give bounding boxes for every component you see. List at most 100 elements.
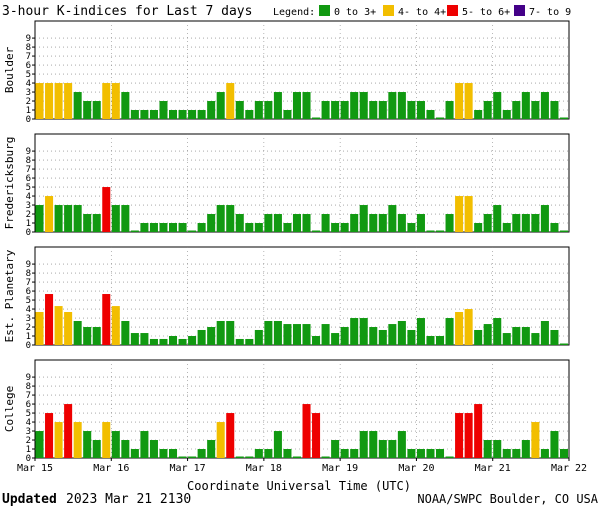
k-index-bar [45,196,54,232]
x-tick-label: Mar 20 [398,463,434,474]
k-index-bar [216,320,225,345]
k-index-bar [216,422,225,458]
k-index-bar [178,456,187,458]
k-index-bar [226,205,235,232]
k-index-bar [159,449,168,458]
y-tick-label: 6 [26,174,31,184]
k-index-bar [483,101,492,119]
k-index-bar [302,404,311,458]
y-tick-label: 7 [26,52,31,62]
k-index-bar [378,214,387,232]
k-index-bar [521,214,530,232]
k-index-bar [397,320,406,345]
y-tick-label: 2 [26,210,31,220]
k-index-bar [350,318,359,345]
k-index-bar [102,294,111,345]
y-tick-label: 6 [26,400,31,410]
k-index-bar [216,205,225,232]
k-index-bar [445,318,454,345]
k-index-bar [559,449,568,458]
panel-ylabel: Boulder [3,46,16,93]
x-tick-label: Mar 18 [246,463,282,474]
k-index-bar [407,329,416,345]
k-index-bar [388,440,397,458]
k-index-bar [64,83,73,119]
y-tick-label: 2 [26,436,31,446]
k-index-bar [111,431,120,458]
k-index-bar [35,205,44,232]
y-tick-label: 7 [26,165,31,175]
k-index-bar [397,431,406,458]
k-index-bar [540,320,549,345]
k-index-bar [550,329,559,345]
k-index-bar [35,312,44,345]
y-tick-label: 3 [26,88,31,98]
k-index-bar [397,214,406,232]
legend-entry-1: 0 to 3+ [334,7,376,18]
legend-entry-4: 7- to 9 [529,7,571,18]
panel-frame [34,133,570,233]
k-index-bar [254,329,263,345]
k-index-bar [350,92,359,119]
k-index-bar [73,92,82,119]
k-index-bar [130,449,139,458]
k-index-bar [378,101,387,119]
y-tick-label: 8 [26,43,31,53]
k-index-bar [169,110,178,119]
k-index-bar [331,101,340,119]
k-index-bar [283,223,292,232]
k-index-bar [436,449,445,458]
k-index-bar [359,92,368,119]
k-index-bar [188,230,197,232]
k-index-bar [83,101,92,119]
k-index-bar [445,214,454,232]
k-index-bar [464,413,473,458]
k-index-bar [73,320,82,345]
y-tick-label: 0 [26,341,31,351]
k-index-bar [340,449,349,458]
k-index-bar [292,324,301,345]
k-index-bar [226,83,235,119]
k-index-bar [350,214,359,232]
y-tick-label: 4 [26,305,31,315]
k-index-bar [531,333,540,345]
k-index-bar [226,413,235,458]
k-index-bar [369,431,378,458]
k-index-bar [521,92,530,119]
k-index-bar [92,214,101,232]
k-index-bar [407,449,416,458]
k-index-bar [92,101,101,119]
k-index-bar [283,110,292,119]
k-index-bar [474,223,483,232]
k-index-bar [512,101,521,119]
k-index-bar [455,83,464,119]
x-axis-label: Coordinate Universal Time (UTC) [187,479,411,493]
y-tick-label: 1 [26,219,31,229]
panel-frame [34,20,570,120]
k-index-bar [559,117,568,119]
k-index-bar [531,101,540,119]
k-index-bar [245,110,254,119]
x-tick-label: Mar 21 [475,463,511,474]
k-index-bar [245,456,254,458]
k-index-bar [426,336,435,345]
k-index-bar [331,333,340,345]
k-index-bar [83,214,92,232]
k-index-bar [455,312,464,345]
chart-panels: 0123456789Boulder0123456789Fredericksbur… [3,20,587,474]
k-index-bar [188,110,197,119]
y-tick-label: 7 [26,391,31,401]
k-index-bar [464,83,473,119]
y-tick-label: 6 [26,287,31,297]
k-index-bar [331,440,340,458]
k-index-bar [264,449,273,458]
k-index-bar [197,329,206,345]
k-index-bar [197,223,206,232]
k-index-bar [254,223,263,232]
k-index-bar [64,404,73,458]
k-index-bar [407,223,416,232]
k-index-bar [359,318,368,345]
k-index-bar [455,413,464,458]
k-index-bar [35,83,44,119]
